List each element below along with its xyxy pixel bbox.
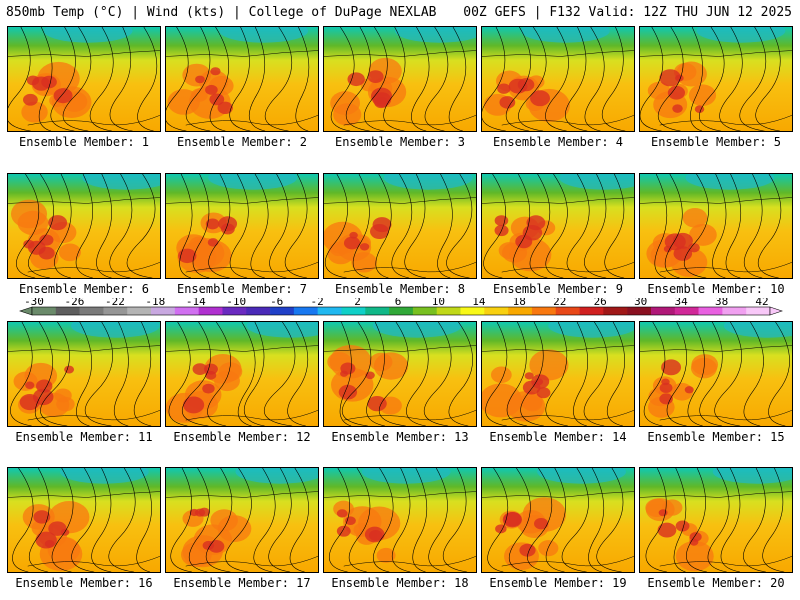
member-map-17 bbox=[165, 467, 319, 573]
colorbar-tick-label: -6 bbox=[270, 298, 283, 308]
colorbar-swatch bbox=[103, 307, 128, 315]
colorbar-swatch bbox=[79, 307, 104, 315]
colorbar-tick-label: -22 bbox=[105, 298, 125, 308]
member-map-4 bbox=[481, 26, 635, 132]
member-map-20 bbox=[639, 467, 793, 573]
member-label-11: Ensemble Member: 11 bbox=[15, 430, 153, 444]
member-label-16: Ensemble Member: 16 bbox=[15, 576, 153, 590]
colorbar-tick-label: -14 bbox=[186, 298, 206, 308]
member-map-9 bbox=[481, 173, 635, 279]
colorbar-tick-label: 2 bbox=[354, 298, 361, 308]
member-label-5: Ensemble Member: 5 bbox=[650, 135, 782, 149]
colorbar-swatch bbox=[555, 307, 580, 315]
member-label-20: Ensemble Member: 20 bbox=[647, 576, 785, 590]
member-map-7 bbox=[165, 173, 319, 279]
member-label-6: Ensemble Member: 6 bbox=[18, 282, 150, 296]
colorbar-tick-label: 38 bbox=[715, 298, 728, 308]
colorbar-swatch bbox=[436, 307, 461, 315]
member-map-18 bbox=[323, 467, 477, 573]
colorbar-swatch bbox=[32, 307, 57, 315]
colorbar-swatch bbox=[270, 307, 295, 315]
colorbar-swatch bbox=[293, 307, 318, 315]
member-map-8 bbox=[323, 173, 477, 279]
title-left: 850mb Temp (°C) | Wind (kts) | College o… bbox=[6, 5, 437, 20]
colorbar-swatch bbox=[365, 307, 390, 315]
colorbar-swatch bbox=[317, 307, 342, 315]
colorbar-swatch bbox=[55, 307, 80, 315]
member-map-5 bbox=[639, 26, 793, 132]
member-label-15: Ensemble Member: 15 bbox=[647, 430, 785, 444]
member-label-12: Ensemble Member: 12 bbox=[173, 430, 311, 444]
member-label-2: Ensemble Member: 2 bbox=[176, 135, 308, 149]
colorbar-right-arrow bbox=[769, 306, 783, 316]
member-label-3: Ensemble Member: 3 bbox=[334, 135, 466, 149]
member-map-10 bbox=[639, 173, 793, 279]
colorbar-swatch bbox=[174, 307, 199, 315]
member-map-16 bbox=[7, 467, 161, 573]
colorbar-swatch bbox=[389, 307, 414, 315]
colorbar-swatch bbox=[460, 307, 485, 315]
colorbar-left-arrow bbox=[19, 306, 33, 316]
color-legend: -30 -26 -22 -18 -14 -10 -6 -2 2 6 10 14 18 22 26 30 34 38… bbox=[19, 298, 783, 316]
colorbar-swatch bbox=[650, 307, 676, 315]
colorbar-swatch bbox=[579, 307, 604, 315]
colorbar-tick-label: 18 bbox=[513, 298, 526, 308]
colorbar-swatch bbox=[603, 307, 628, 315]
member-label-9: Ensemble Member: 9 bbox=[492, 282, 624, 296]
colorbar-tick-label: 34 bbox=[674, 298, 688, 308]
colorbar-swatch bbox=[222, 307, 247, 315]
member-label-4: Ensemble Member: 4 bbox=[492, 135, 624, 149]
member-label-14: Ensemble Member: 14 bbox=[489, 430, 627, 444]
member-label-1: Ensemble Member: 1 bbox=[18, 135, 150, 149]
member-map-11 bbox=[7, 321, 161, 427]
colorbar-tick-label: 6 bbox=[395, 298, 402, 308]
colorbar-tick-label: -18 bbox=[145, 298, 165, 308]
member-map-15 bbox=[639, 321, 793, 427]
member-label-17: Ensemble Member: 17 bbox=[173, 576, 311, 590]
colorbar-swatch bbox=[246, 307, 271, 315]
member-label-19: Ensemble Member: 19 bbox=[489, 576, 627, 590]
colorbar-swatch bbox=[151, 307, 176, 315]
colorbar-tick-label: 26 bbox=[594, 298, 607, 308]
title-right: 00Z GEFS | F132 Valid: 12Z THU JUN 12 20… bbox=[463, 5, 792, 20]
member-label-10: Ensemble Member: 10 bbox=[647, 282, 785, 296]
colorbar-tick-label: -30 bbox=[24, 298, 44, 308]
colorbar-swatch bbox=[484, 307, 509, 315]
colorbar-swatch bbox=[674, 307, 699, 315]
colorbar-swatch bbox=[508, 307, 533, 315]
colorbar-tick-label: 30 bbox=[634, 298, 647, 308]
colorbar-swatch bbox=[722, 307, 747, 315]
member-label-8: Ensemble Member: 8 bbox=[334, 282, 466, 296]
member-map-2 bbox=[165, 26, 319, 132]
colorbar-swatch bbox=[698, 307, 723, 315]
colorbar-tick-label: -2 bbox=[310, 298, 323, 308]
colorbar-tick-label: 22 bbox=[553, 298, 566, 308]
member-label-18: Ensemble Member: 18 bbox=[331, 576, 469, 590]
member-map-6 bbox=[7, 173, 161, 279]
colorbar-swatch bbox=[531, 307, 557, 315]
colorbar-tick-label: -26 bbox=[64, 298, 84, 308]
colorbar-swatch bbox=[627, 307, 652, 315]
colorbar-swatch bbox=[412, 307, 438, 315]
member-map-1 bbox=[7, 26, 161, 132]
colorbar-tick-label: 14 bbox=[472, 298, 486, 308]
colorbar-tick-label: -10 bbox=[226, 298, 246, 308]
colorbar-tick-label: 10 bbox=[432, 298, 445, 308]
colorbar-tick-label: 42 bbox=[755, 298, 768, 308]
member-map-12 bbox=[165, 321, 319, 427]
member-map-14 bbox=[481, 321, 635, 427]
colorbar-swatch bbox=[127, 307, 152, 315]
colorbar-swatch bbox=[198, 307, 223, 315]
member-map-3 bbox=[323, 26, 477, 132]
member-label-13: Ensemble Member: 13 bbox=[331, 430, 469, 444]
colorbar-swatch bbox=[341, 307, 366, 315]
colorbar-swatch bbox=[746, 307, 771, 315]
member-label-7: Ensemble Member: 7 bbox=[176, 282, 308, 296]
member-map-13 bbox=[323, 321, 477, 427]
member-map-19 bbox=[481, 467, 635, 573]
